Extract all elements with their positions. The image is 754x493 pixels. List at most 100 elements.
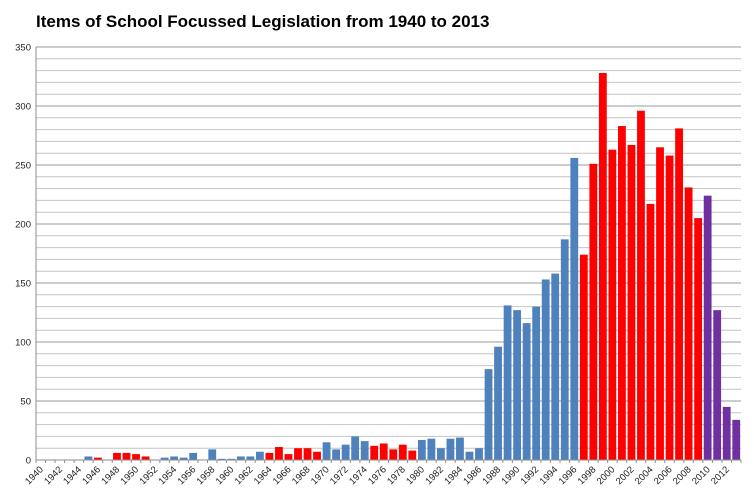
y-tick-label: 300 (15, 102, 31, 113)
bar (465, 451, 474, 460)
bar (303, 448, 312, 460)
bar (627, 144, 636, 460)
x-tick-label: 1970 (309, 464, 332, 487)
x-tick-label: 1954 (157, 464, 180, 487)
bar (170, 456, 179, 460)
bar (637, 110, 645, 460)
bar (484, 369, 493, 460)
x-tick-label: 1996 (557, 464, 580, 487)
bar (541, 279, 550, 460)
bar (217, 458, 226, 460)
y-tick-labels: 0 50 100 150 200 250 300 350 (15, 43, 31, 467)
x-tick-label: 1966 (271, 464, 294, 487)
x-tick-label: 1990 (500, 464, 523, 487)
bar (189, 452, 198, 460)
bar (694, 218, 703, 460)
bar (122, 452, 131, 460)
x-tick-label: 1950 (118, 464, 141, 487)
bar (246, 456, 255, 460)
x-tick-label: 1944 (61, 464, 84, 487)
bar (646, 203, 655, 460)
x-tick-label: 1958 (195, 464, 218, 487)
bar (179, 457, 188, 460)
bar (503, 305, 512, 460)
bar (446, 438, 455, 460)
bar (313, 451, 321, 460)
bar (732, 419, 741, 460)
bar (294, 448, 302, 460)
bar (208, 449, 217, 460)
bar (284, 454, 293, 460)
bar (608, 149, 617, 460)
bar (236, 456, 245, 460)
x-tick-label: 1992 (519, 464, 542, 487)
y-tick-label: 200 (15, 220, 31, 231)
bar (351, 436, 360, 460)
x-tick-label: 1952 (137, 464, 160, 487)
bar (551, 273, 560, 460)
axes (35, 47, 742, 463)
x-tick-label: 2000 (595, 464, 618, 487)
y-tick-label: 50 (20, 397, 31, 408)
bar (255, 451, 264, 460)
x-tick-label: 1962 (233, 464, 256, 487)
x-tick-label: 1972 (328, 464, 351, 487)
x-tick-label: 1982 (423, 464, 446, 487)
bar (265, 452, 274, 460)
x-tick-labels: 1940194219441946194819501952195419561958… (23, 464, 732, 487)
x-tick-label: 1946 (80, 464, 103, 487)
bar (713, 310, 722, 460)
bar (389, 449, 398, 460)
bar (94, 457, 102, 460)
bar (494, 346, 502, 460)
bar (570, 157, 579, 461)
bar (160, 457, 169, 460)
bar (132, 454, 140, 460)
y-tick-label: 0 (26, 456, 31, 467)
bar (436, 448, 445, 460)
bars (84, 72, 741, 461)
x-tick-label: 1980 (404, 464, 427, 487)
x-tick-label: 2012 (709, 464, 732, 487)
bar (722, 406, 731, 460)
bar (322, 442, 331, 460)
bar (475, 448, 483, 460)
x-tick-label: 1942 (42, 464, 65, 487)
bar (113, 452, 121, 460)
bar (675, 128, 683, 461)
bar (589, 163, 598, 460)
bar (532, 306, 541, 460)
bar (417, 439, 426, 460)
bar (227, 458, 236, 460)
bar (427, 438, 436, 460)
x-tick-label: 2002 (614, 464, 637, 487)
bar (684, 187, 693, 461)
bar (579, 254, 588, 460)
bar (84, 456, 93, 460)
y-tick-label: 250 (15, 161, 31, 172)
x-tick-label: 1984 (442, 464, 465, 487)
bar (332, 449, 341, 460)
bar (360, 441, 369, 460)
y-tick-label: 100 (15, 338, 31, 349)
x-tick-label: 2006 (652, 464, 675, 487)
x-tick-label: 1956 (176, 464, 199, 487)
bar (370, 445, 379, 460)
y-tick-label: 150 (15, 279, 31, 290)
bar (656, 147, 664, 461)
x-tick-label: 1976 (366, 464, 389, 487)
x-tick-label: 1988 (480, 464, 503, 487)
bar (513, 310, 522, 460)
x-tick-label: 1964 (252, 464, 275, 487)
bar (522, 323, 531, 460)
bar (598, 72, 607, 461)
bar (275, 447, 283, 460)
x-tick-label: 2008 (671, 464, 694, 487)
bar (456, 437, 464, 460)
chart-title: Items of School Focussed Legislation fro… (36, 12, 490, 31)
bar (398, 444, 407, 460)
x-tick-label: 1960 (214, 464, 237, 487)
bar (379, 443, 388, 460)
bar (665, 155, 674, 460)
x-tick-label: 2010 (690, 464, 713, 487)
